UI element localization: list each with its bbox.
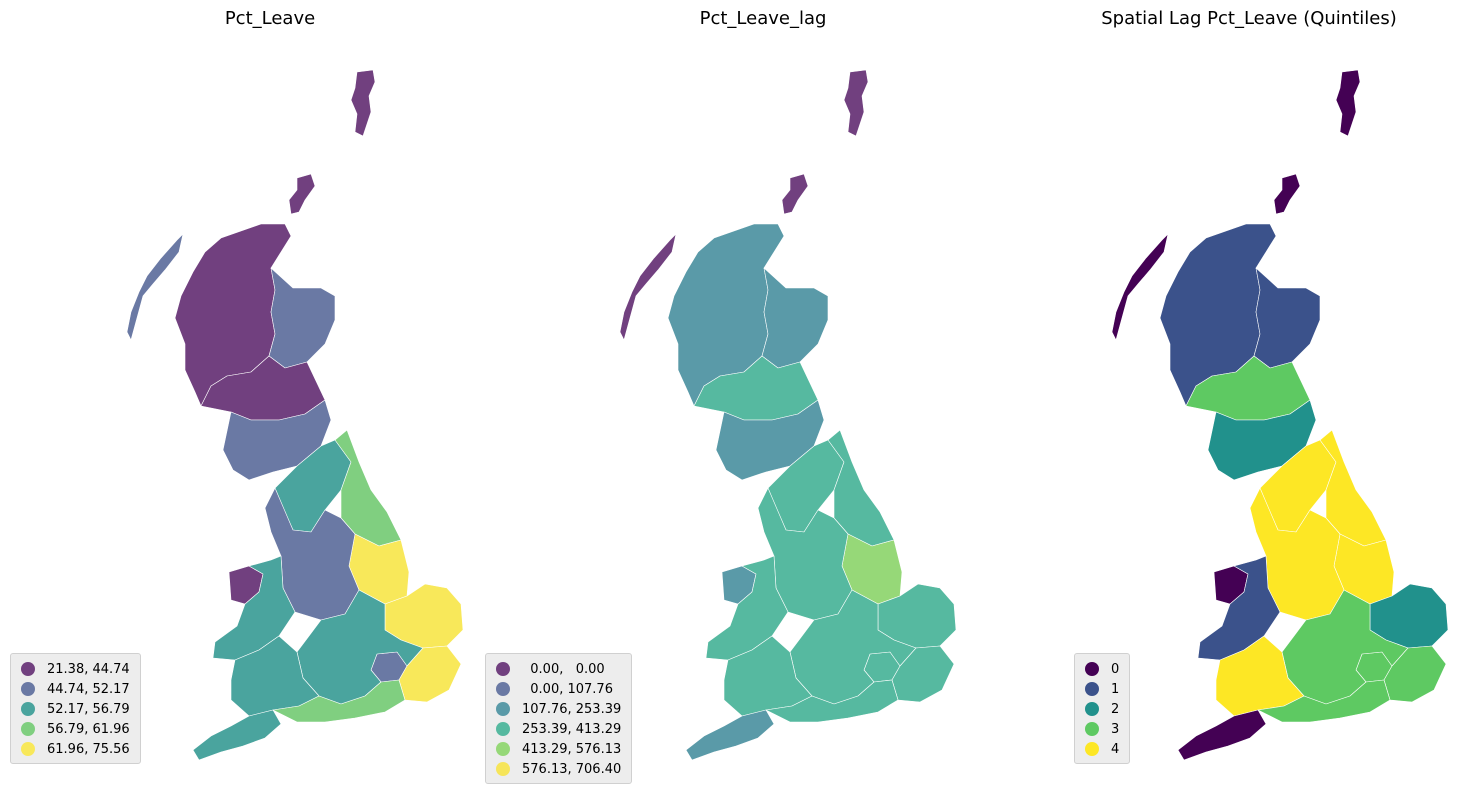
legend-item: 107.76, 253.39	[496, 699, 621, 719]
legend-label: 52.17, 56.79	[47, 701, 130, 717]
legend-marker-icon	[1085, 682, 1099, 696]
legend-item: 2	[1085, 699, 1119, 719]
legend-label: 0	[1111, 661, 1120, 677]
map-panel-pct-leave-lag: Pct_Leave_lag 0.00, 0.00 0.00, 107.76 107…	[485, 0, 998, 811]
legend-label: 4	[1111, 741, 1120, 757]
legend-item: 576.13, 706.40	[496, 759, 621, 779]
map-legend: 21.38, 44.74 44.74, 52.17 52.17, 56.79 56.7…	[10, 653, 141, 764]
map-legend: 0.00, 0.00 0.00, 107.76 107.76, 253.39 253…	[485, 653, 633, 784]
legend-label: 61.96, 75.56	[47, 741, 130, 757]
map-title: Pct_Leave	[224, 8, 316, 29]
legend-item: 1	[1085, 679, 1119, 699]
legend-label: 2	[1111, 701, 1120, 717]
legend-label: 21.38, 44.74	[47, 661, 130, 677]
legend-label: 3	[1111, 721, 1120, 737]
region-dorset-coast	[765, 679, 899, 723]
map-title: Pct_Leave_lag	[699, 8, 827, 29]
legend-label: 44.74, 52.17	[47, 681, 130, 697]
region-kent	[398, 645, 462, 703]
region-shetland	[350, 69, 376, 137]
legend-marker-icon	[1085, 722, 1099, 736]
region-northeast	[761, 267, 829, 369]
legend-marker-icon	[496, 662, 510, 676]
region-cornwall	[685, 709, 775, 761]
legend-label: 0.00, 107.76	[522, 681, 613, 697]
legend-item: 3	[1085, 719, 1119, 739]
region-orkney	[288, 173, 316, 215]
legend-label: 413.29, 576.13	[522, 741, 622, 757]
region-dorset-coast	[272, 679, 406, 723]
legend-item: 52.17, 56.79	[21, 699, 130, 719]
region-cornwall	[192, 709, 282, 761]
legend-item: 0.00, 0.00	[496, 659, 621, 679]
legend-marker-icon	[496, 742, 510, 756]
legend-item: 0	[1085, 659, 1119, 679]
legend-item: 413.29, 576.13	[496, 739, 621, 759]
legend-marker-icon	[21, 662, 35, 676]
region-hebrides	[126, 233, 184, 341]
legend-item: 56.79, 61.96	[21, 719, 130, 739]
legend-marker-icon	[1085, 742, 1099, 756]
map-legend: 0 1 2 3 4	[1074, 653, 1131, 764]
legend-label: 253.39, 413.29	[522, 721, 622, 737]
region-shetland	[1335, 69, 1361, 137]
map-panel-spatial-lag-quintiles: Spatial Lag Pct_Leave (Quintiles) 0 1 2 3 4	[1020, 0, 1478, 811]
legend-marker-icon	[496, 722, 510, 736]
legend-item: 0.00, 107.76	[496, 679, 621, 699]
region-shetland	[843, 69, 869, 137]
region-dorset-coast	[1257, 679, 1391, 723]
map-panel-pct-leave: Pct_Leave 21.38, 44.74 44.74, 52.17 52.17,…	[10, 0, 505, 811]
region-kent	[1383, 645, 1447, 703]
region-hebrides	[1111, 233, 1169, 341]
legend-item: 61.96, 75.56	[21, 739, 130, 759]
legend-item: 253.39, 413.29	[496, 719, 621, 739]
legend-marker-icon	[496, 682, 510, 696]
legend-item: 44.74, 52.17	[21, 679, 130, 699]
region-cornwall	[1177, 709, 1267, 761]
legend-item: 21.38, 44.74	[21, 659, 130, 679]
legend-marker-icon	[21, 742, 35, 756]
legend-marker-icon	[496, 762, 510, 776]
map-canvas	[1111, 69, 1449, 761]
region-northeast	[268, 267, 336, 369]
region-hebrides	[619, 233, 677, 341]
legend-label: 1	[1111, 681, 1120, 697]
legend-marker-icon	[21, 702, 35, 716]
region-kent	[891, 645, 955, 703]
map-canvas	[619, 69, 957, 761]
region-orkney	[781, 173, 809, 215]
legend-marker-icon	[1085, 702, 1099, 716]
legend-item: 4	[1085, 739, 1119, 759]
map-canvas	[126, 69, 464, 761]
legend-label: 56.79, 61.96	[47, 721, 130, 737]
region-orkney	[1273, 173, 1301, 215]
legend-marker-icon	[21, 682, 35, 696]
legend-marker-icon	[1085, 662, 1099, 676]
legend-label: 576.13, 706.40	[522, 761, 622, 777]
map-title: Spatial Lag Pct_Leave (Quintiles)	[1101, 8, 1397, 29]
legend-marker-icon	[21, 722, 35, 736]
legend-label: 107.76, 253.39	[522, 701, 622, 717]
legend-label: 0.00, 0.00	[522, 661, 605, 677]
region-northeast	[1253, 267, 1321, 369]
legend-marker-icon	[496, 702, 510, 716]
